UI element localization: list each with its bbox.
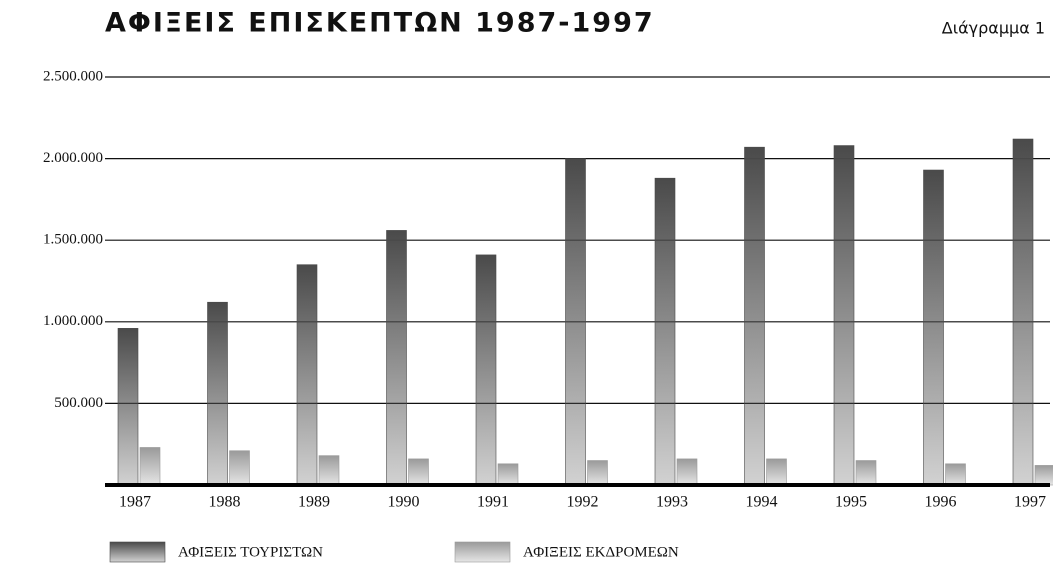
bar: [587, 460, 608, 486]
bar: [207, 301, 228, 486]
bar: [833, 145, 855, 486]
x-tick-label: 1994: [746, 494, 778, 511]
bar: [855, 460, 877, 486]
bar: [1012, 138, 1034, 486]
bar: [1034, 465, 1053, 486]
legend-label: ΑΦΙΞΕΙΣ ΤΟΥΡΙΣΤΩΝ: [178, 544, 323, 560]
bar: [565, 158, 586, 486]
bar: [497, 463, 519, 486]
bar: [408, 458, 429, 486]
chart-title: ΑΦΙΞΕΙΣ ΕΠΙΣΚΕΠΤΩΝ 1987-1997: [105, 8, 655, 39]
x-tick-label: 1988: [209, 494, 241, 511]
bar: [475, 254, 497, 486]
x-tick-label: 1997: [1014, 494, 1046, 511]
x-tick-label: 1996: [925, 494, 957, 511]
bar: [654, 177, 676, 486]
bar: [229, 450, 250, 486]
x-tick-label: 1993: [656, 494, 688, 511]
legend-swatch: [109, 541, 166, 563]
x-tick-label: 1987: [119, 494, 151, 511]
x-tick-label: 1992: [567, 494, 599, 511]
bar: [923, 169, 944, 486]
x-tick-label: 1995: [835, 494, 867, 511]
bar: [744, 146, 765, 486]
bar: [139, 447, 161, 486]
bar: [117, 328, 139, 486]
y-tick-label: 2.500.000: [43, 68, 103, 84]
legend-swatch: [454, 541, 511, 563]
y-tick-label: 1.000.000: [43, 313, 103, 329]
bar: [676, 458, 698, 486]
x-tick-label: 1990: [388, 494, 420, 511]
bar: [386, 230, 407, 486]
legend-label: ΑΦΙΞΕΙΣ ΕΚΔΡΟΜΕΩΝ: [523, 544, 679, 560]
chart-annotation: Διάγραμμα 1: [942, 19, 1045, 38]
bar: [945, 463, 966, 486]
y-tick-label: 1.500.000: [43, 232, 103, 248]
bar: [766, 458, 787, 486]
x-tick-label: 1991: [477, 494, 509, 511]
bar: [296, 264, 318, 486]
y-tick-label: 2.000.000: [43, 150, 103, 166]
bar: [318, 455, 340, 486]
y-tick-label: 500.000: [54, 395, 103, 411]
x-tick-label: 1989: [298, 494, 330, 511]
